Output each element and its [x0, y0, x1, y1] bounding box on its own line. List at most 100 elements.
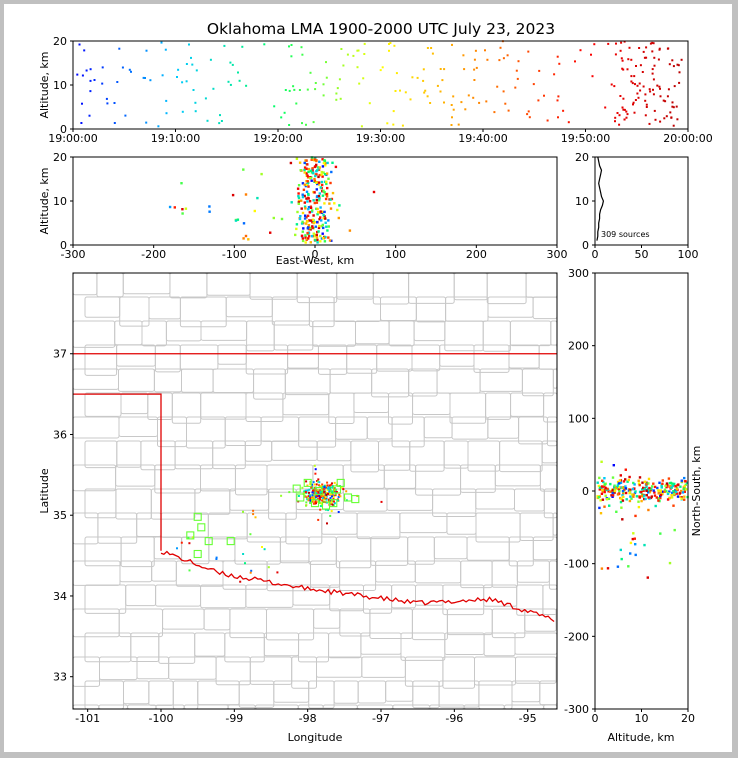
lma-stations [186, 478, 360, 559]
source-point [630, 497, 633, 500]
source-point [128, 68, 131, 71]
source-point [331, 485, 334, 487]
source-point [181, 208, 184, 211]
source-point [664, 484, 667, 488]
source-point [321, 485, 324, 488]
source-point [392, 123, 395, 126]
source-point [644, 114, 647, 117]
source-point [633, 75, 636, 78]
source-point [680, 489, 683, 493]
source-point [616, 484, 619, 487]
source-point [301, 237, 305, 240]
station-marker [292, 484, 301, 493]
source-point [638, 496, 641, 499]
station-marker [296, 493, 305, 502]
source-point [319, 206, 322, 209]
source-point [191, 63, 194, 66]
source-point [659, 87, 661, 90]
source-point [333, 489, 336, 492]
source-point [598, 506, 601, 510]
source-point [331, 492, 333, 495]
source-point [332, 498, 335, 500]
source-point [614, 53, 617, 56]
source-point [106, 102, 109, 105]
source-point [320, 502, 323, 505]
source-point [617, 488, 621, 491]
source-point [317, 478, 320, 481]
source-point [472, 96, 475, 99]
source-point [300, 207, 303, 210]
source-point [652, 42, 655, 45]
source-point [475, 66, 478, 69]
source-point [648, 486, 651, 490]
source-point [312, 214, 315, 217]
source-point [562, 109, 565, 112]
source-point [321, 158, 324, 161]
source-point [295, 157, 299, 160]
plan-view-panel: -101 -100 -99 -98 -97 -96 -95 33 34 35 36 37 Latitu… [38, 272, 558, 744]
source-point [327, 219, 330, 222]
source-point [656, 84, 659, 87]
source-point [363, 53, 366, 55]
source-point [527, 110, 530, 113]
source-point [76, 73, 79, 76]
source-point [619, 548, 622, 552]
source-point [157, 125, 160, 128]
source-point [83, 49, 86, 52]
source-point [648, 122, 651, 125]
source-point [299, 169, 302, 172]
source-point [683, 495, 686, 498]
source-point [308, 494, 311, 496]
source-point [666, 95, 669, 98]
source-point [619, 486, 623, 489]
source-point [249, 533, 252, 536]
source-point [314, 233, 317, 237]
source-point [315, 502, 317, 505]
source-point [618, 482, 621, 485]
source-point [678, 492, 681, 495]
source-point [181, 212, 184, 215]
source-point [628, 490, 632, 493]
source-point [672, 490, 675, 493]
source-point [675, 105, 678, 108]
source-point [672, 106, 675, 109]
source-point [381, 66, 384, 69]
source-point [306, 180, 309, 183]
eastwest-altitude-points [168, 156, 376, 244]
source-point [316, 213, 319, 216]
panhandle-border [73, 393, 162, 551]
source-point [307, 499, 310, 502]
source-point [443, 101, 445, 104]
source-point [632, 493, 635, 496]
source-point [303, 171, 306, 174]
source-point [668, 63, 671, 66]
source-point [639, 89, 642, 92]
source-point [318, 160, 321, 163]
source-point [323, 494, 326, 497]
time-altitude-axes: 19:00:00 19:10:00 19:20:00 19:30:00 19:40:00… [48, 35, 712, 145]
source-point [627, 565, 630, 568]
source-point [312, 232, 315, 235]
source-point [641, 481, 644, 484]
source-point [319, 234, 322, 238]
source-point [313, 464, 316, 467]
x-tick-label: 20 [681, 712, 695, 725]
source-point [329, 198, 332, 201]
source-point [673, 482, 676, 486]
source-point [526, 113, 529, 116]
source-point [610, 494, 613, 497]
altitude-xlabel: Altitude, km [607, 731, 674, 744]
source-point [305, 123, 307, 126]
altitude-northsouth-points [596, 460, 689, 579]
source-point [288, 89, 291, 92]
source-point [320, 225, 324, 228]
source-point [300, 222, 304, 225]
source-point [625, 110, 628, 113]
source-point [330, 510, 333, 513]
source-point [319, 498, 321, 501]
source-point [313, 191, 316, 194]
source-point [404, 91, 407, 94]
source-point [537, 99, 540, 102]
source-point [317, 175, 320, 179]
source-point [328, 490, 331, 493]
